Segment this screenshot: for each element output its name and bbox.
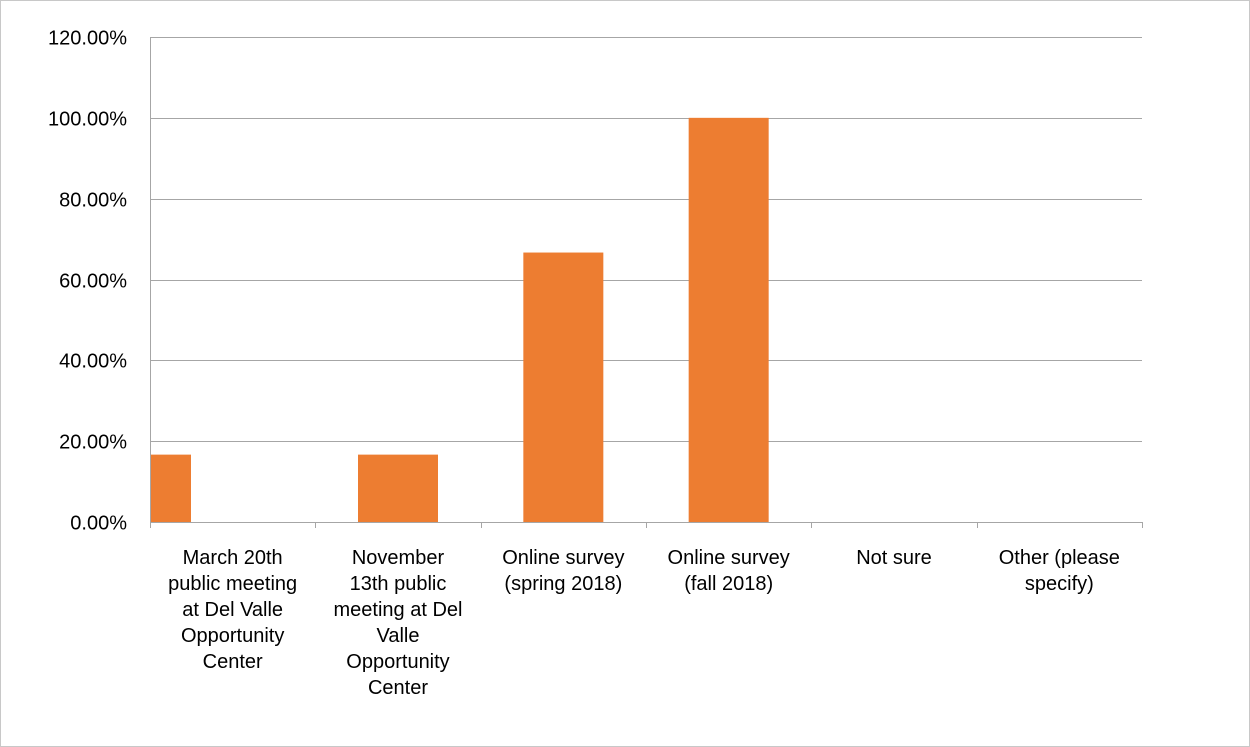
x-category-label: Other (please specify) [999, 547, 1120, 595]
category-label-line: November [352, 547, 445, 569]
category-label-line: Valle [377, 625, 420, 647]
category-label-line: Other (please [999, 547, 1120, 569]
axes [150, 37, 1143, 528]
category-label-line: Online survey [502, 547, 624, 569]
category-label-line: Not sure [856, 547, 932, 569]
category-label-line: Center [203, 651, 263, 673]
x-category-label: November 13th public meeting at Del Valle Op… [334, 547, 463, 699]
category-label-line: at Del Valle [182, 599, 283, 621]
y-tick-label: 100.00% [48, 109, 127, 131]
bar [151, 454, 191, 522]
gridlines [150, 37, 1142, 442]
category-label-line: Opportunity [181, 625, 284, 647]
y-tick-label: 0.00% [70, 513, 127, 535]
y-tick-labels: 0.00% 20.00% 40.00% 60.00% 80.00% 100.00% 120.… [48, 28, 127, 535]
bar [688, 117, 769, 522]
y-tick-label: 40.00% [59, 351, 127, 373]
y-tick-label: 20.00% [59, 432, 127, 454]
category-label-line: public meeting [168, 573, 297, 595]
category-label-line: (spring 2018) [504, 573, 622, 595]
bar [358, 454, 438, 522]
category-label-line: 13th public [350, 573, 447, 595]
x-category-label: March 20th public meeting at Del Valle Oppo… [168, 547, 297, 673]
category-label-line: March 20th [183, 547, 283, 569]
y-tick-label: 120.00% [48, 28, 127, 50]
category-label-line: Center [368, 677, 428, 699]
category-label-line: specify) [1025, 573, 1094, 595]
category-label-line: (fall 2018) [684, 573, 773, 595]
x-category-label: Online survey (fall 2018) [668, 547, 790, 595]
x-category-label: Not sure [856, 547, 932, 569]
y-tick-label: 60.00% [59, 271, 127, 293]
bars [151, 117, 769, 522]
bar [523, 252, 604, 522]
x-category-label: Online survey (spring 2018) [502, 547, 624, 595]
category-labels: March 20th public meeting at Del Valle Oppo… [168, 547, 1120, 699]
category-label-line: meeting at Del [334, 599, 463, 621]
category-label-line: Online survey [668, 547, 790, 569]
y-tick-label: 80.00% [59, 190, 127, 212]
category-label-line: Opportunity [346, 651, 449, 673]
